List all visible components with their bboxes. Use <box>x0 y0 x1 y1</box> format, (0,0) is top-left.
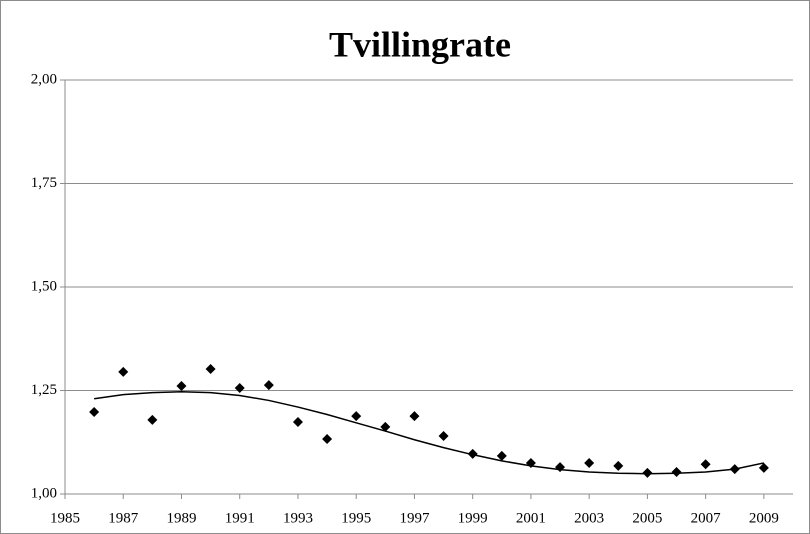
x-tick-label: 1997 <box>399 510 430 526</box>
y-tick-label: 2,00 <box>31 71 57 87</box>
x-tick-label: 1985 <box>50 510 80 526</box>
point <box>322 433 333 444</box>
x-tick-label: 1995 <box>341 510 371 526</box>
x-tick-label: 1993 <box>283 510 313 526</box>
y-tick-label: 1,25 <box>31 382 57 398</box>
y-tick-label: 1,75 <box>31 175 57 191</box>
point <box>671 467 682 478</box>
x-tick-label: 1989 <box>166 510 196 526</box>
x-tick-label: 2007 <box>691 510 722 526</box>
point <box>496 450 507 461</box>
point <box>205 363 216 374</box>
point <box>147 414 158 425</box>
point <box>351 411 362 422</box>
point <box>613 460 624 471</box>
x-tick-label: 2009 <box>749 510 779 526</box>
point <box>584 457 595 468</box>
point <box>467 448 478 459</box>
point <box>438 431 449 442</box>
trend-line <box>94 390 765 475</box>
x-tick-label: 1999 <box>458 510 488 526</box>
x-tick-label: 1991 <box>225 510 255 526</box>
x-tick-label: 2003 <box>574 510 604 526</box>
point <box>176 380 187 391</box>
x-tick-label: 1987 <box>108 510 139 526</box>
point <box>89 407 100 418</box>
point <box>758 462 769 473</box>
x-tick-label: 2001 <box>516 510 546 526</box>
point <box>118 366 129 377</box>
x-tick-label: 2005 <box>632 510 662 526</box>
point <box>380 421 391 432</box>
point <box>263 380 274 391</box>
chart-title: Tvillingrate <box>329 24 511 64</box>
point <box>234 383 245 394</box>
y-tick-label: 1,50 <box>31 278 57 294</box>
point <box>292 416 303 427</box>
point <box>642 467 653 478</box>
point <box>700 459 711 470</box>
y-tick-label: 1,00 <box>31 485 57 501</box>
point <box>409 411 420 422</box>
